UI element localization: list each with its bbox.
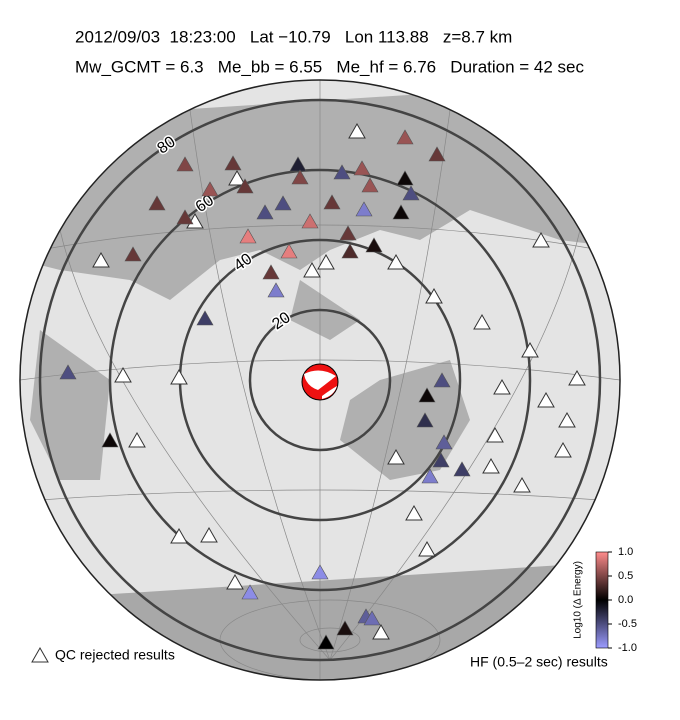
station bbox=[361, 177, 379, 193]
station bbox=[432, 452, 450, 468]
qc-station bbox=[405, 504, 423, 521]
station bbox=[176, 156, 194, 172]
station bbox=[241, 584, 259, 600]
station bbox=[59, 364, 77, 380]
distance-ring bbox=[248, 308, 392, 452]
station bbox=[365, 237, 383, 253]
qc-station bbox=[92, 251, 110, 268]
station bbox=[392, 204, 410, 220]
station bbox=[124, 246, 142, 262]
header-line1: 2012/09/03 18:23:00 Lat −10.79 Lon 113.8… bbox=[75, 27, 512, 46]
station bbox=[333, 164, 351, 180]
qc-station bbox=[425, 287, 443, 304]
station bbox=[421, 468, 439, 484]
station bbox=[176, 209, 194, 225]
qc-station bbox=[170, 368, 188, 385]
station bbox=[291, 169, 309, 185]
qc-station bbox=[387, 448, 405, 465]
station bbox=[396, 129, 414, 145]
station bbox=[428, 146, 446, 162]
colorbar-tick-label: 0.5 bbox=[618, 570, 633, 582]
qc-station bbox=[568, 369, 586, 386]
station bbox=[323, 194, 341, 210]
station bbox=[236, 178, 254, 194]
station bbox=[301, 213, 319, 229]
qc-station bbox=[226, 573, 244, 590]
land bbox=[20, 80, 620, 680]
distance-ring bbox=[108, 168, 532, 592]
station bbox=[433, 372, 451, 388]
qc-station bbox=[170, 527, 188, 544]
qc-station bbox=[200, 526, 218, 543]
qc-station bbox=[513, 476, 531, 493]
qc-station bbox=[348, 122, 366, 139]
station bbox=[262, 264, 280, 280]
qc-station bbox=[558, 411, 576, 428]
qc-station bbox=[486, 426, 504, 443]
qc-station bbox=[303, 261, 321, 278]
colorbar-tick-label: 0.0 bbox=[618, 594, 633, 606]
qc-station bbox=[473, 313, 491, 330]
colorbar-tick-label: 1.0 bbox=[618, 546, 633, 558]
qc-station bbox=[387, 253, 405, 270]
qc-station bbox=[128, 431, 146, 448]
station bbox=[148, 195, 166, 211]
station bbox=[224, 155, 242, 171]
station bbox=[402, 185, 420, 201]
station bbox=[416, 412, 434, 428]
qc-rejected-stations bbox=[92, 122, 586, 640]
station bbox=[201, 181, 219, 197]
station bbox=[363, 610, 381, 626]
station bbox=[435, 434, 453, 450]
qc-station bbox=[372, 623, 390, 640]
qc-legend-label: QC rejected results bbox=[55, 647, 175, 663]
station bbox=[396, 170, 414, 186]
station bbox=[355, 201, 373, 217]
station bbox=[280, 243, 298, 259]
station bbox=[341, 243, 359, 259]
station bbox=[274, 195, 292, 211]
beachball bbox=[301, 363, 339, 401]
distance-ring bbox=[38, 98, 602, 662]
station bbox=[267, 282, 285, 298]
qc-station bbox=[317, 253, 335, 270]
qc-station bbox=[537, 391, 555, 408]
station bbox=[317, 634, 335, 650]
qc-station bbox=[228, 169, 246, 186]
station bbox=[339, 225, 357, 241]
qc-station bbox=[532, 231, 550, 248]
station bbox=[336, 620, 354, 636]
station bbox=[453, 461, 471, 477]
station bbox=[418, 387, 436, 403]
station bbox=[239, 228, 257, 244]
header-line2: Mw_GCMT = 6.3 Me_bb = 6.55 Me_hf = 6.76 … bbox=[75, 57, 585, 76]
station bbox=[311, 564, 329, 580]
station bbox=[289, 156, 307, 172]
colorbar-title: Log10 (Δ Energy) bbox=[573, 561, 584, 639]
station bbox=[101, 432, 119, 448]
qc-station bbox=[114, 366, 132, 383]
qc-station bbox=[554, 441, 572, 458]
colorbar-tick-label: -0.5 bbox=[618, 618, 637, 630]
globe-outline bbox=[19, 79, 621, 681]
qc-legend-symbol bbox=[31, 646, 49, 663]
station bbox=[256, 204, 274, 220]
qc-station bbox=[493, 378, 511, 395]
colorbar-tick-label: -1.0 bbox=[618, 642, 637, 654]
station bbox=[353, 160, 371, 176]
qc-station bbox=[418, 540, 436, 557]
graticule bbox=[20, 80, 620, 680]
station bbox=[196, 310, 214, 326]
qc-station bbox=[521, 341, 539, 358]
qc-station bbox=[482, 457, 500, 474]
colorbar bbox=[595, 551, 609, 649]
footer: HF (0.5–2 sec) results bbox=[470, 654, 608, 670]
